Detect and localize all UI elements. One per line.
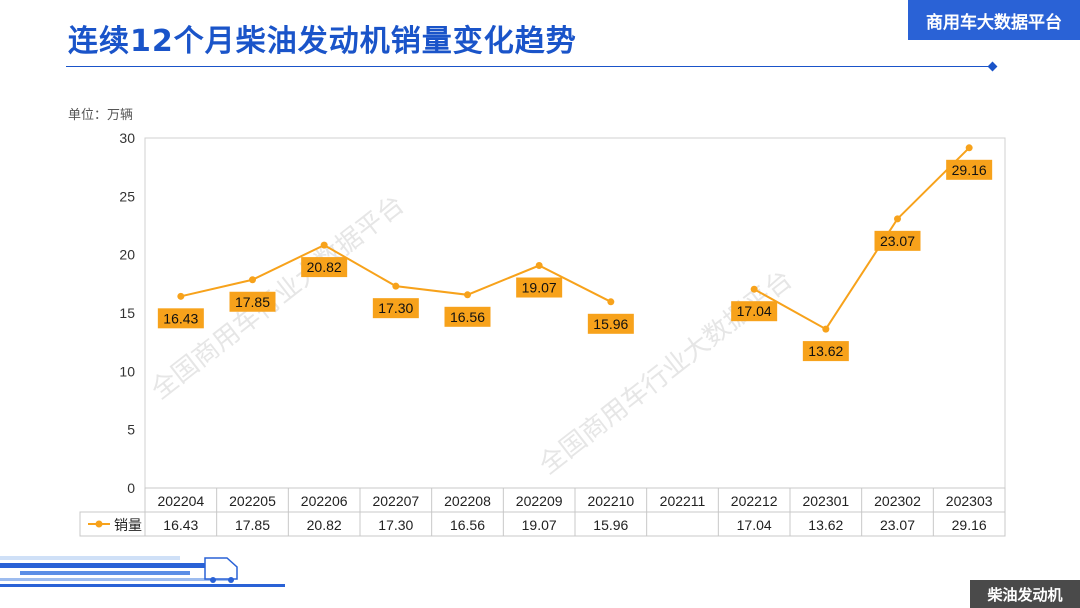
data-point — [177, 292, 185, 300]
y-tick-label: 5 — [127, 422, 135, 438]
y-tick-label: 10 — [119, 363, 135, 379]
data-label: 23.07 — [880, 233, 915, 249]
data-table-value: 23.07 — [880, 517, 915, 533]
data-label-bg — [802, 341, 849, 362]
x-tick-label: 202208 — [444, 493, 491, 509]
data-label-bg — [301, 257, 348, 278]
x-tick-label: 202210 — [587, 493, 634, 509]
data-label-bg — [157, 308, 204, 329]
x-tick-label: 202209 — [516, 493, 563, 509]
data-label-bg — [946, 159, 993, 180]
y-tick-label: 30 — [119, 130, 135, 146]
data-point — [535, 262, 543, 270]
x-tick-label: 202302 — [874, 493, 921, 509]
data-label: 13.62 — [808, 343, 843, 359]
data-label: 20.82 — [307, 259, 342, 275]
data-point — [822, 325, 830, 333]
y-tick-label: 15 — [119, 305, 135, 321]
data-label-bg — [229, 291, 276, 312]
x-tick-label: 202207 — [372, 493, 419, 509]
data-label-bg — [587, 313, 634, 334]
data-table-value: 29.16 — [952, 517, 987, 533]
data-label: 19.07 — [522, 280, 557, 296]
data-point — [965, 144, 973, 152]
data-label: 29.16 — [952, 162, 987, 178]
data-table-value: 17.85 — [235, 517, 270, 533]
title-divider — [66, 66, 992, 67]
data-table-value: 17.30 — [378, 517, 413, 533]
series-line — [753, 147, 970, 331]
page-title: 连续12个月柴油发动机销量变化趋势 — [68, 24, 577, 59]
x-tick-label: 202205 — [229, 493, 276, 509]
data-table-value: 20.82 — [307, 517, 342, 533]
data-label: 17.30 — [378, 300, 413, 316]
data-label-bg — [444, 306, 491, 327]
x-tick-label: 202212 — [731, 493, 778, 509]
legend-marker — [95, 520, 103, 528]
data-label: 16.43 — [163, 310, 198, 326]
watermark-text: 全国商用车行业大数据平台 — [534, 265, 798, 481]
y-tick-label: 0 — [127, 480, 135, 496]
unit-label: 单位：万辆 — [68, 108, 134, 123]
x-tick-label: 202211 — [660, 493, 706, 509]
y-tick-label: 25 — [119, 188, 135, 204]
footer-tag: 柴油发动机 — [970, 580, 1080, 608]
data-label-bg — [731, 301, 778, 322]
x-tick-label: 202301 — [802, 493, 849, 509]
data-point — [464, 291, 471, 299]
data-table-value: 16.56 — [450, 517, 485, 533]
data-table-value: 17.04 — [737, 517, 772, 533]
x-tick-label: 202204 — [157, 493, 204, 509]
data-table-value-row — [79, 511, 1006, 537]
brand-badge: 商用车大数据平台 — [908, 0, 1080, 40]
x-tick-label: 202303 — [946, 493, 993, 509]
truck-decoration-icon — [0, 556, 285, 587]
data-table-value: 16.43 — [163, 517, 198, 533]
data-point — [607, 298, 615, 306]
data-table-value: 13.62 — [808, 517, 843, 533]
data-label: 16.56 — [450, 309, 485, 325]
data-label: 17.04 — [737, 303, 772, 319]
data-point — [249, 276, 256, 284]
data-point — [894, 215, 901, 223]
data-table-value: 15.96 — [593, 517, 628, 533]
data-point — [750, 285, 758, 293]
watermark-text: 全国商用车行业大数据平台 — [146, 190, 410, 406]
y-tick-label: 20 — [119, 247, 135, 263]
x-tick-label: 202206 — [301, 493, 348, 509]
data-point — [320, 241, 328, 249]
data-label: 17.85 — [235, 294, 270, 310]
data-point — [392, 282, 400, 290]
data-label: 15.96 — [593, 316, 628, 332]
data-label-bg — [516, 277, 563, 298]
legend-label: 销量 — [114, 518, 142, 534]
data-label-bg — [372, 298, 419, 319]
data-label-bg — [874, 230, 921, 251]
data-table-value: 19.07 — [522, 517, 557, 533]
